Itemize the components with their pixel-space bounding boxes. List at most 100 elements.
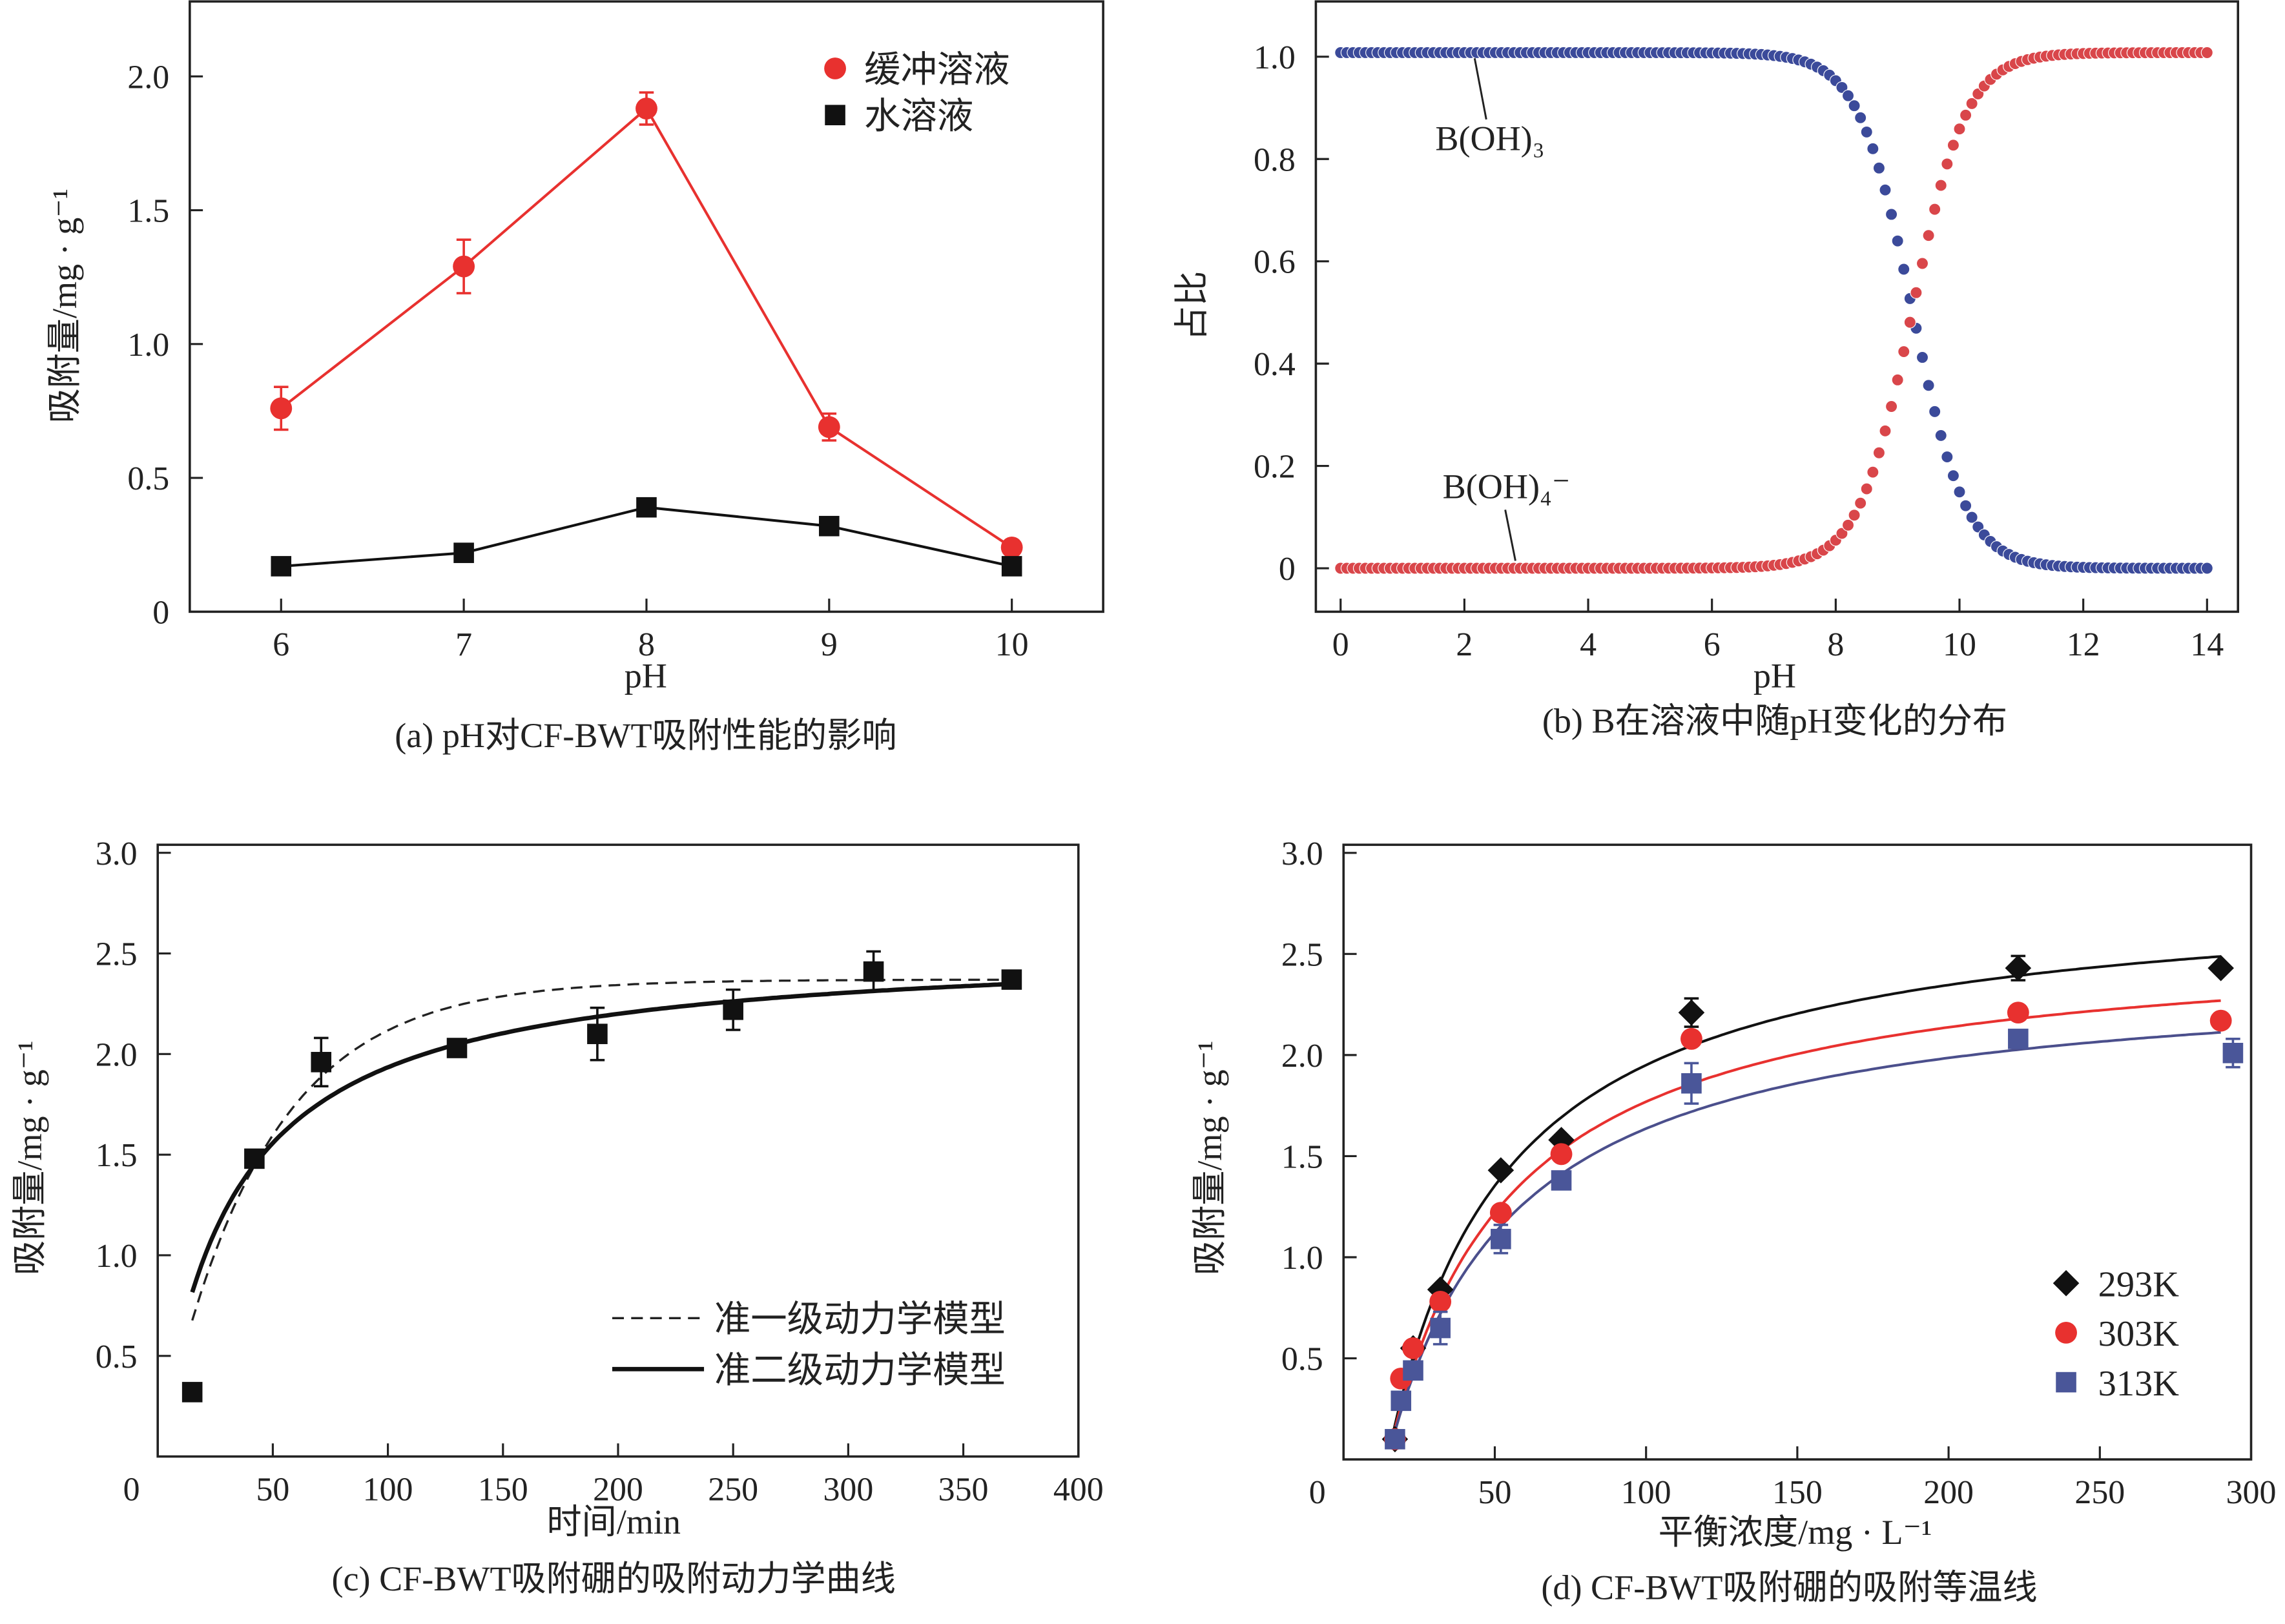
y-axis-label: 占比 <box>1173 271 1212 341</box>
x-tick-label: 0 <box>1309 1474 1326 1511</box>
y-tick-label: 0.5 <box>96 1339 138 1375</box>
data-point <box>1959 108 1972 121</box>
y-tick-label: 3.0 <box>96 836 138 872</box>
data-point <box>1841 519 1855 531</box>
data-point <box>1429 1290 1452 1313</box>
data-point <box>723 999 743 1020</box>
y-tick-label: 2.0 <box>127 59 169 96</box>
x-tick-label: 400 <box>1053 1471 1104 1508</box>
x-tick-label: 250 <box>708 1471 758 1508</box>
y-tick-label: 2.5 <box>1281 936 1323 973</box>
x-tick-label: 9 <box>821 626 838 663</box>
panel-a: 6 7 8 9 10 0 0.5 1.0 1.5 2.0 pH 吸附量/mg · g⁻¹ (a) pH对… <box>45 0 1104 755</box>
series-303K <box>1389 999 2221 1447</box>
x-tick-label: 8 <box>1827 626 1844 663</box>
data-point <box>636 497 657 518</box>
data-point <box>818 416 840 438</box>
legend-label: 303K <box>2098 1314 2180 1354</box>
y-tick-label: 2.5 <box>96 936 138 973</box>
legend-label: 准一级动力学模型 <box>714 1300 1006 1340</box>
data-point <box>1879 183 1892 196</box>
y-tick-label: 0.5 <box>1281 1341 1323 1378</box>
data-point <box>2200 46 2213 59</box>
data-point <box>181 1382 203 1403</box>
data-point <box>819 515 840 537</box>
data-point <box>2222 1042 2244 1064</box>
x-tick-label: 50 <box>256 1471 289 1508</box>
data-point <box>2207 954 2234 982</box>
x-tick-label: 100 <box>363 1471 413 1508</box>
panel-d: 0 50 100 150 200 250 300 0.5 1.0 1.5 2.0 2.5 3.0 平衡浓度… <box>1190 836 2277 1607</box>
data-point <box>1872 161 1886 174</box>
data-point <box>1916 351 1929 364</box>
data-point <box>1403 1360 1423 1381</box>
y-tick-label: 1.0 <box>1281 1240 1323 1277</box>
data-point <box>453 542 474 563</box>
legend-label: 293K <box>2098 1264 2180 1304</box>
data-point <box>1947 139 1960 152</box>
x-tick-label: 200 <box>1923 1474 1974 1511</box>
y-tick-label: 0 <box>152 594 169 631</box>
x-tick-label: 250 <box>2074 1474 2125 1511</box>
y-tick-label: 0.6 <box>1254 244 1296 281</box>
markers-313K <box>1385 1029 2244 1450</box>
series-293K <box>1389 955 2221 1446</box>
data-point <box>1551 1170 1572 1191</box>
x-tick-label: 150 <box>1772 1474 1823 1511</box>
x-tick-label: 6 <box>273 626 289 663</box>
data-point <box>1391 1390 1412 1412</box>
data-point <box>1965 511 1978 524</box>
data-point <box>1879 424 1892 437</box>
legend-label: 准二级动力学模型 <box>714 1351 1006 1391</box>
data-point <box>1848 99 1861 112</box>
data-point <box>1916 257 1929 270</box>
data-point <box>1491 1229 1511 1249</box>
data-point <box>1680 1027 1702 1050</box>
y-tick-label: 1.0 <box>1254 39 1296 76</box>
y-tick-label: 1.5 <box>127 193 169 230</box>
x-tick-label: 10 <box>1943 626 1976 663</box>
data-point <box>1922 379 1935 392</box>
x-axis-label: 时间/min <box>546 1503 681 1541</box>
x-tick-label: 0 <box>123 1471 140 1508</box>
annotation-boric-acid: B(OH)₃ <box>1435 119 1544 158</box>
data-point <box>1430 1317 1451 1339</box>
annotation-pointer <box>1504 509 1516 561</box>
data-point <box>1385 1429 1405 1450</box>
data-point <box>1953 486 1966 499</box>
data-point <box>1928 203 1941 216</box>
data-point <box>1922 229 1935 242</box>
data-point <box>1487 1157 1515 1184</box>
y-tick-label: 2.0 <box>96 1036 138 1073</box>
x-axis-label: pH <box>1753 657 1796 695</box>
data-point <box>453 255 475 278</box>
data-point <box>1678 999 1705 1026</box>
data-point <box>1910 286 1923 299</box>
y-tick-label: 1.5 <box>96 1137 138 1174</box>
legend-label: 水溶液 <box>864 96 973 136</box>
data-point <box>1835 81 1848 94</box>
data-point <box>1885 208 1898 221</box>
data-point <box>1835 527 1848 540</box>
y-tick-label: 0.5 <box>127 460 169 497</box>
data-point <box>1897 263 1910 276</box>
data-point <box>1860 482 1873 495</box>
data-point <box>1854 111 1867 124</box>
x-tick-label: 200 <box>593 1471 643 1508</box>
series-water <box>271 497 1022 577</box>
data-point <box>1866 466 1879 478</box>
legend-marker <box>825 105 845 125</box>
data-point <box>1934 429 1947 442</box>
panel-c: 0 50 100 150 200 250 300 350 400 0.5 1.0 1.5 2.0 2.5 3… <box>10 836 1104 1598</box>
y-tick-label: 1.0 <box>127 327 169 364</box>
data-point <box>1885 400 1898 413</box>
plot-frame <box>156 843 1080 1458</box>
panel-caption: (c) CF-BWT吸附硼的吸附动力学曲线 <box>331 1559 895 1598</box>
fit-line <box>1389 1031 2221 1448</box>
data-point <box>446 1038 468 1058</box>
annotation-pointer <box>1473 57 1487 120</box>
series-borate <box>1334 46 2213 575</box>
y-tick-label: 0.2 <box>1254 449 1296 486</box>
y-axis-label: 吸附量/mg · g⁻¹ <box>1190 1040 1229 1275</box>
